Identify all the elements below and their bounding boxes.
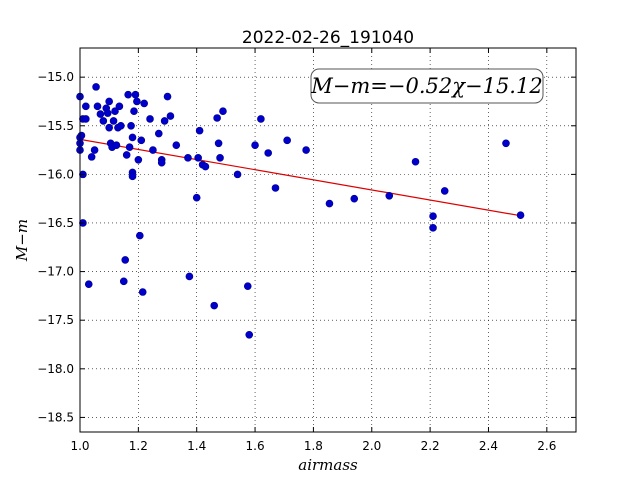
data-point: [411, 157, 420, 166]
data-point: [92, 83, 100, 91]
data-point: [350, 194, 359, 203]
data-point: [243, 282, 252, 290]
data-point: [163, 92, 172, 101]
data-point: [133, 97, 141, 106]
data-point: [195, 126, 204, 135]
data-point: [87, 153, 96, 161]
data-point: [219, 107, 227, 115]
y-tick-label: −16.0: [37, 167, 74, 181]
data-points: [76, 83, 525, 339]
data-point: [283, 136, 291, 145]
data-point: [96, 110, 105, 118]
data-point: [257, 115, 265, 123]
data-point: [385, 191, 394, 200]
data-point: [77, 131, 86, 140]
data-point: [233, 170, 242, 179]
plot-frame: [79, 47, 577, 433]
data-point: [112, 141, 121, 150]
y-tick-label: −17.5: [37, 313, 74, 327]
data-point: [131, 90, 140, 99]
x-tick-label: 1.2: [129, 439, 148, 453]
data-point: [325, 199, 334, 208]
grid: [79, 48, 576, 432]
data-point: [128, 172, 137, 181]
x-tick-label: 1.8: [304, 439, 323, 453]
data-point: [440, 187, 449, 195]
data-point: [84, 280, 93, 289]
y-tick-label: −15.0: [37, 70, 74, 84]
data-point: [160, 117, 169, 125]
data-point: [93, 102, 102, 111]
data-point: [99, 117, 108, 125]
data-point: [271, 184, 280, 192]
data-point: [166, 112, 175, 120]
y-tick-label: −15.5: [37, 119, 74, 133]
data-point: [140, 99, 148, 108]
data-point: [154, 129, 163, 138]
data-point: [121, 256, 130, 264]
axis-ticks: 1.0 1.2 1.4 1.6 1.8 2.0 2.2 2.4 2.6 −15.0 −15.5 −16…: [37, 48, 576, 453]
data-point: [192, 193, 201, 202]
equation-annotation: M−m=−0.52χ−15.12: [310, 68, 544, 104]
data-point: [117, 121, 125, 130]
data-point: [137, 136, 146, 145]
data-point: [214, 139, 223, 148]
y-tick-label: −18.5: [37, 410, 74, 424]
data-point: [127, 121, 135, 130]
data-point: [429, 224, 437, 232]
data-point: [185, 272, 194, 281]
data-point: [136, 231, 144, 240]
data-point: [502, 139, 510, 148]
data-point: [194, 154, 202, 162]
data-point: [245, 330, 254, 339]
data-point: [216, 154, 224, 162]
data-point: [172, 141, 181, 150]
x-tick-label: 2.4: [479, 439, 498, 453]
data-point: [210, 301, 219, 310]
data-point: [157, 158, 166, 167]
annotation-box: [310, 68, 544, 104]
data-point: [429, 212, 437, 220]
y-tick-label: −18.0: [37, 362, 74, 376]
data-point: [184, 154, 192, 162]
data-point: [516, 211, 525, 220]
data-point: [119, 277, 128, 286]
data-point: [264, 149, 272, 157]
data-point: [130, 107, 138, 115]
data-point: [149, 146, 157, 154]
data-point: [111, 107, 119, 115]
chart-title: 2022-02-26_191040: [242, 28, 414, 48]
x-tick-label: 1.0: [70, 439, 89, 453]
annotation-text: M−m=−0.52χ−15.12: [310, 74, 542, 98]
x-axis-label: airmass: [298, 456, 358, 474]
data-point: [201, 162, 210, 171]
data-point: [109, 117, 118, 125]
data-point: [125, 143, 134, 151]
data-point: [124, 90, 132, 99]
data-point: [134, 155, 143, 164]
y-axis-label: M−m: [13, 219, 31, 262]
x-tick-label: 1.4: [187, 439, 206, 453]
data-point: [105, 123, 113, 132]
data-point: [213, 114, 221, 122]
data-point: [302, 146, 310, 154]
y-tick-label: −16.5: [37, 216, 74, 230]
x-tick-label: 2.2: [421, 439, 440, 453]
y-tick-label: −17.0: [37, 265, 74, 279]
data-point: [138, 288, 147, 296]
data-point: [105, 97, 113, 106]
data-point: [82, 115, 90, 123]
data-point: [146, 115, 154, 123]
data-point: [82, 102, 90, 111]
x-tick-label: 1.6: [246, 439, 265, 453]
data-point: [122, 151, 131, 159]
data-point: [251, 141, 259, 150]
x-tick-label: 2.6: [537, 439, 556, 453]
x-tick-label: 2.0: [362, 439, 381, 453]
data-point: [90, 146, 99, 154]
data-point: [128, 133, 137, 142]
data-point: [115, 102, 124, 111]
data-point: [103, 109, 112, 117]
